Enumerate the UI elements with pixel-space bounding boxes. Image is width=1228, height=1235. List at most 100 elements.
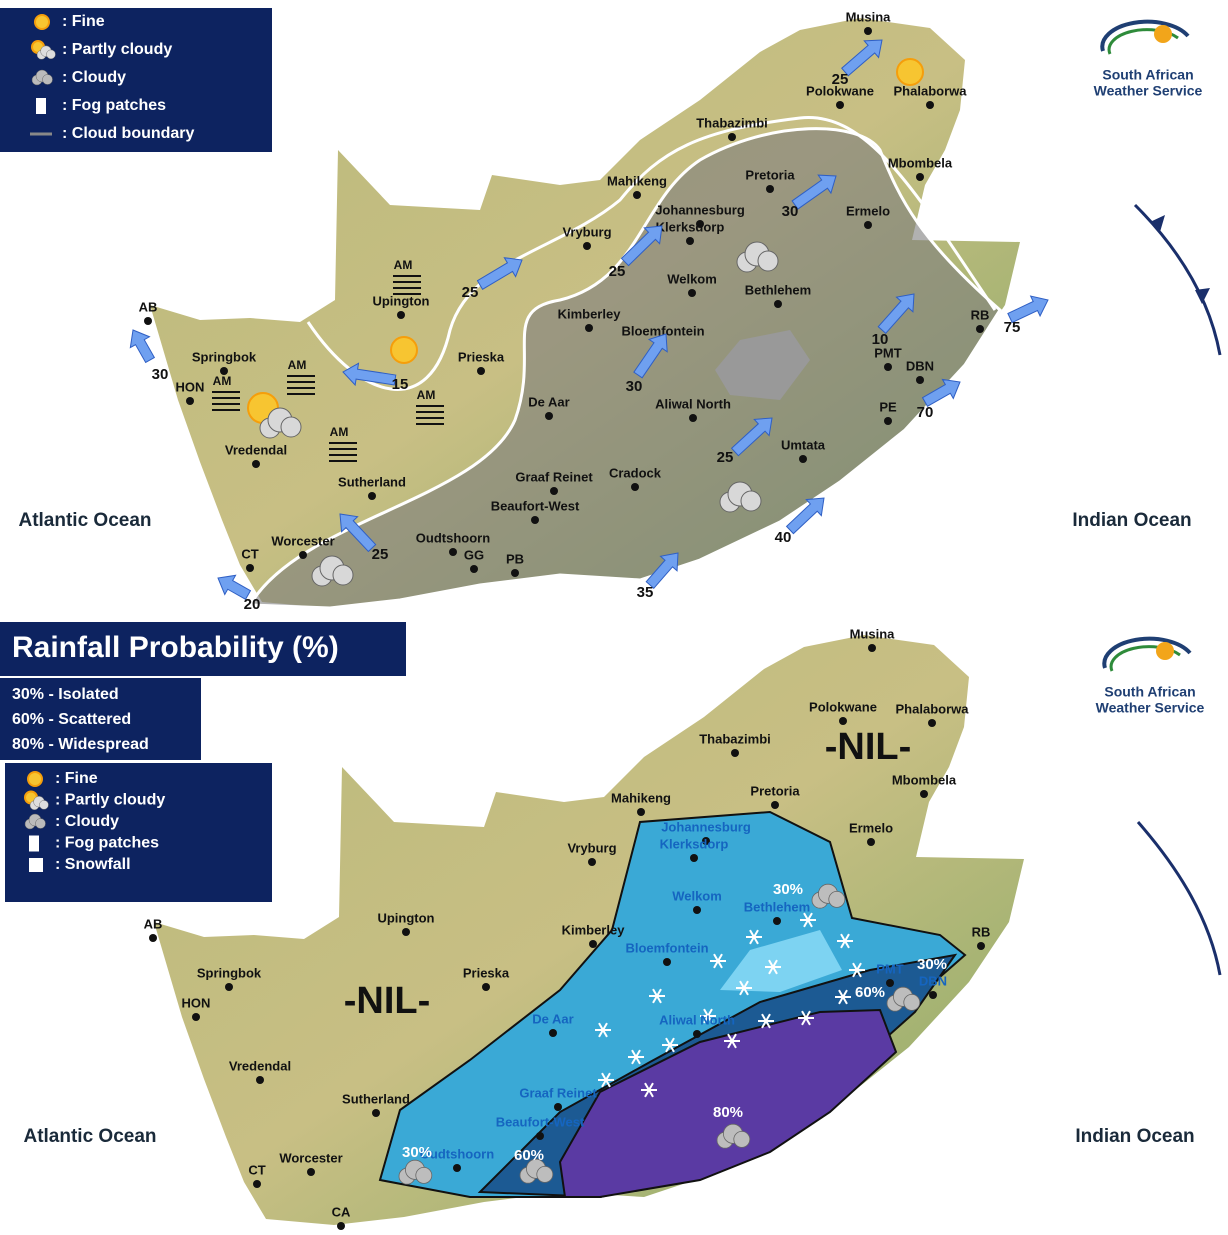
cloud-icon xyxy=(29,796,49,811)
wind-arrow xyxy=(877,293,915,335)
snowflake xyxy=(840,933,850,949)
logo-arc xyxy=(1100,19,1190,52)
place-label: Mbombela xyxy=(888,155,953,170)
place-label: Kimberley xyxy=(562,922,626,937)
place-label: Thabazimbi xyxy=(696,115,768,130)
place-label: Kimberley xyxy=(558,306,622,321)
place-dot xyxy=(192,1013,200,1021)
snowflake xyxy=(852,962,862,978)
place-label: Pretoria xyxy=(745,167,795,182)
cloud-icon xyxy=(24,813,46,830)
place-dot xyxy=(633,191,641,199)
cloud-icon xyxy=(811,883,846,909)
place-label: Musina xyxy=(846,9,892,24)
place-label: Aliwal North xyxy=(655,396,731,411)
cloud-part xyxy=(733,1130,751,1148)
title-box xyxy=(0,622,406,676)
place-dot xyxy=(585,324,593,332)
place-dot xyxy=(702,837,710,845)
cloud-boundary xyxy=(306,116,997,391)
wind-arrow xyxy=(730,417,773,457)
cloud-part xyxy=(828,890,846,908)
place-label: RB xyxy=(971,307,990,322)
place-dot xyxy=(337,1222,345,1230)
place-label: Graaf Reinet xyxy=(515,469,593,484)
wind-speed: 25 xyxy=(717,449,734,466)
snowflake xyxy=(703,1008,713,1024)
wind-arrow xyxy=(339,513,377,553)
place-dot xyxy=(771,801,779,809)
key-label: 80% - Widespread xyxy=(12,736,149,753)
place-label: DBN xyxy=(906,358,934,373)
sun-icon xyxy=(896,58,924,86)
place-dot xyxy=(690,854,698,862)
snowflake xyxy=(665,1037,675,1053)
wind-arrow xyxy=(476,257,523,290)
wind-arrow xyxy=(921,378,961,408)
place-label: Polokwane xyxy=(809,699,877,714)
place-dot xyxy=(799,455,807,463)
place-label: Oudtshoorn xyxy=(420,1146,494,1161)
key-label: 60% - Scattered xyxy=(12,711,131,728)
cloud-icon xyxy=(31,69,53,86)
rain-title: Rainfall Probability (%) xyxy=(12,631,339,664)
place-label: Bloemfontein xyxy=(621,323,704,338)
place-dot xyxy=(731,749,739,757)
place-label: Prieska xyxy=(463,965,510,980)
legend-label: : Cloudy xyxy=(62,69,126,86)
place-dot xyxy=(252,460,260,468)
place-label: Ermelo xyxy=(849,820,893,835)
wind-speed: 15 xyxy=(392,376,409,393)
fog-label: AM xyxy=(288,358,307,372)
place-dot xyxy=(397,311,405,319)
area-80 xyxy=(558,1008,898,1198)
legend-label: : Snowfall xyxy=(55,856,131,873)
cloud-part xyxy=(332,564,354,586)
place-dot xyxy=(864,27,872,35)
place-label: Cradock xyxy=(609,465,662,480)
place-label: CT xyxy=(248,1162,265,1177)
logo-sun xyxy=(1156,642,1174,660)
place-dot xyxy=(550,487,558,495)
wind-arrow xyxy=(217,574,252,601)
sun-icon xyxy=(390,336,418,364)
place-label: Johannesburg xyxy=(661,819,751,834)
place-dot xyxy=(253,1180,261,1188)
fog-icon xyxy=(36,98,46,114)
place-dot xyxy=(884,417,892,425)
place-dot xyxy=(864,221,872,229)
place-dot xyxy=(631,483,639,491)
ocean-label: Indian Ocean xyxy=(1072,510,1191,531)
cloud-icon xyxy=(519,1158,554,1184)
place-dot xyxy=(186,397,194,405)
place-dot xyxy=(836,101,844,109)
cloud-part xyxy=(415,1166,433,1184)
fog-label: AM xyxy=(417,388,436,402)
place-dot xyxy=(449,548,457,556)
place-dot xyxy=(920,790,928,798)
place-label: Oudtshoorn xyxy=(416,530,490,545)
cloud-icon xyxy=(311,555,354,587)
ocean-label: Indian Ocean xyxy=(1075,1126,1194,1147)
place-label: Musina xyxy=(850,626,896,641)
place-label: Sutherland xyxy=(342,1091,410,1106)
wind-speed: 30 xyxy=(152,366,169,383)
wind-speed: 40 xyxy=(775,529,792,546)
probability-label: 30% xyxy=(773,881,803,898)
front-line-2 xyxy=(1136,821,1222,976)
area-light xyxy=(720,930,842,992)
place-dot xyxy=(688,289,696,297)
place-label: Klerksdorp xyxy=(660,836,729,851)
place-dot xyxy=(928,719,936,727)
cloud-part xyxy=(35,818,46,829)
legend-label: : Cloudy xyxy=(55,813,119,830)
probability-label: 80% xyxy=(713,1104,743,1121)
cloud-part xyxy=(280,416,302,438)
place-dot xyxy=(511,569,519,577)
snowflake xyxy=(652,988,662,1004)
snowflake xyxy=(768,959,778,975)
place-dot xyxy=(774,300,782,308)
place-dot xyxy=(867,838,875,846)
place-label: Welkom xyxy=(667,271,717,286)
